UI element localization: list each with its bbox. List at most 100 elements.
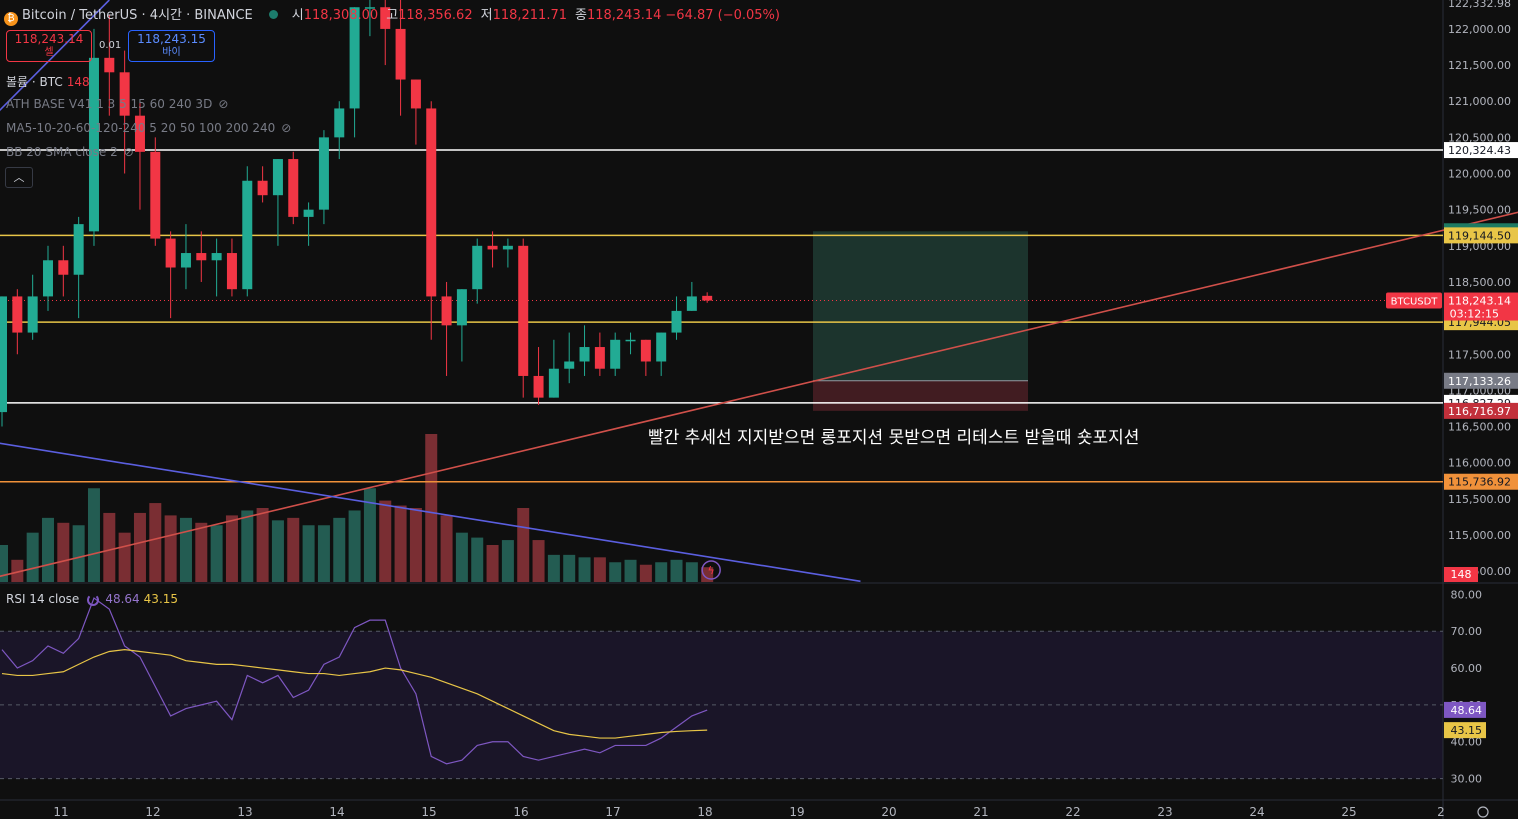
spread-value: 0.01 (99, 40, 122, 51)
eye-off-icon[interactable]: ⊘ (123, 145, 134, 159)
target-zone (813, 231, 1028, 381)
rsi-legend[interactable]: RSI 14 close 48.64 43.15 (6, 592, 178, 606)
stop-badge: 116,716.97 (1448, 405, 1511, 418)
candle-body (303, 209, 314, 217)
ticker-badge-bg (1386, 292, 1442, 309)
candle-body (671, 310, 682, 333)
price-tick-label: 115,000.00 (1448, 529, 1511, 542)
volume-indicator[interactable]: 볼륨 · BTC 148 (6, 73, 90, 90)
volume-bar (578, 557, 591, 582)
ma-label: MA5-10-20-60-120-240 5 20 50 100 200 240 (6, 121, 276, 135)
rsi-tick-label: 80.00 (1451, 588, 1483, 601)
bitcoin-icon: ₿ (4, 12, 18, 26)
level-badge: 120,324.43 (1448, 144, 1511, 157)
refresh-icon[interactable] (87, 594, 100, 606)
candle-body (12, 296, 23, 333)
time-tick-label: 15 (421, 805, 436, 819)
level-badge-bg (1444, 142, 1518, 159)
volume-bar (195, 522, 208, 582)
rsi-ma-value: 43.15 (143, 592, 179, 606)
candle-body (226, 253, 237, 290)
candle-body (410, 79, 421, 109)
ma-indicator[interactable]: MA5-10-20-60-120-240 5 20 50 100 200 240… (6, 121, 291, 135)
current-price-badge-bg (1444, 292, 1518, 321)
volume-bar (517, 508, 530, 582)
symbol-title[interactable]: Bitcoin / TetherUS · 4시간 · BINANCE (22, 8, 253, 23)
volume-bar (302, 525, 315, 582)
candle-body (150, 151, 161, 239)
time-tick-label: 11 (53, 805, 68, 819)
volume-bar (639, 564, 652, 582)
time-tick-label: 14 (329, 805, 344, 819)
buy-button[interactable]: 118,243.15 바이 (128, 30, 215, 62)
time-tick-label: 22 (1065, 805, 1080, 819)
candle-body (625, 339, 636, 342)
candle-body (518, 245, 529, 376)
ath-label: ATH BASE V41 1 3 5 15 60 240 3D (6, 97, 213, 111)
rsi-tick-label: 30.00 (1451, 773, 1483, 786)
volume-bar (57, 522, 70, 582)
time-tick-label: 12 (145, 805, 160, 819)
buy-price: 118,243.15 (137, 32, 206, 46)
price-tick-label: 117,500.00 (1448, 348, 1511, 361)
volume-bar (0, 545, 8, 582)
candle-body (472, 245, 483, 290)
settings-gear-icon (1477, 806, 1489, 818)
time-tick-label: 2 (1437, 805, 1445, 819)
rsi-tick-label: 60.00 (1451, 662, 1483, 675)
volume-bar (455, 532, 468, 582)
candle-body (594, 347, 605, 369)
candle-body (610, 339, 621, 369)
rsi-tick-label: 70.00 (1451, 625, 1483, 638)
volume-bar (348, 510, 361, 582)
time-tick-label: 19 (789, 805, 804, 819)
eye-off-icon[interactable]: ⊘ (281, 121, 292, 135)
change-value: −64.87 (−0.05%) (665, 8, 780, 23)
volume-bar (563, 554, 576, 582)
sell-price: 118,243.14 (14, 32, 84, 46)
time-tick-label: 23 (1157, 805, 1172, 819)
trendline-red (0, 211, 1518, 578)
open-label: 시 (291, 8, 304, 23)
eye-off-icon[interactable]: ⊘ (218, 97, 229, 111)
volume-value: 148 (66, 75, 90, 89)
chart-annotation: 빨간 추세선 지지받으면 롱포지션 못받으면 리테스트 받을때 숏포지션 (648, 428, 1140, 448)
countdown-label: 03:12:15 (1450, 308, 1499, 321)
volume-bar (26, 532, 39, 582)
volume-bar (333, 517, 346, 582)
volume-bar (87, 488, 100, 582)
current-price-badge: 118,243.14 (1448, 295, 1511, 308)
close-value: 118,243.14 (586, 8, 662, 23)
volume-bar (287, 517, 300, 582)
volume-bar (593, 557, 606, 582)
ath-indicator[interactable]: ATH BASE V41 1 3 5 15 60 240 3D ⊘ (6, 97, 228, 111)
candle-body (288, 159, 299, 217)
volume-bar (655, 562, 668, 582)
candle-body (196, 253, 207, 261)
candle-body (27, 296, 38, 333)
volume-bar (486, 545, 499, 582)
volume-bar (149, 503, 162, 582)
open-value: 118,308.00 (303, 8, 379, 23)
candle-body (640, 339, 651, 362)
volume-bar (363, 488, 376, 582)
rsi-ma-badge: 43.15 (1451, 724, 1483, 737)
lightning-icon (701, 560, 721, 580)
volume-badge-bg (1444, 567, 1478, 582)
volume-bar (133, 512, 146, 582)
sell-button[interactable]: 118,243.14 셀 (6, 30, 92, 62)
volume-bar (225, 515, 238, 582)
low-label: 저 (480, 8, 493, 23)
entry-badge: 117,133.26 (1448, 375, 1511, 388)
low-value: 118,211.71 (492, 8, 567, 23)
rsi-value: 48.64 (105, 592, 140, 606)
candle-body (272, 159, 283, 196)
candle-body (119, 72, 130, 116)
candle-body (180, 253, 191, 268)
volume-bar (685, 562, 698, 582)
chevron-up-icon[interactable]: ︿ (5, 167, 33, 188)
candle-body (548, 368, 559, 398)
bb-indicator[interactable]: BB 20 SMA close 2 ⊘ (6, 145, 134, 159)
time-tick-label: 24 (1249, 805, 1264, 819)
